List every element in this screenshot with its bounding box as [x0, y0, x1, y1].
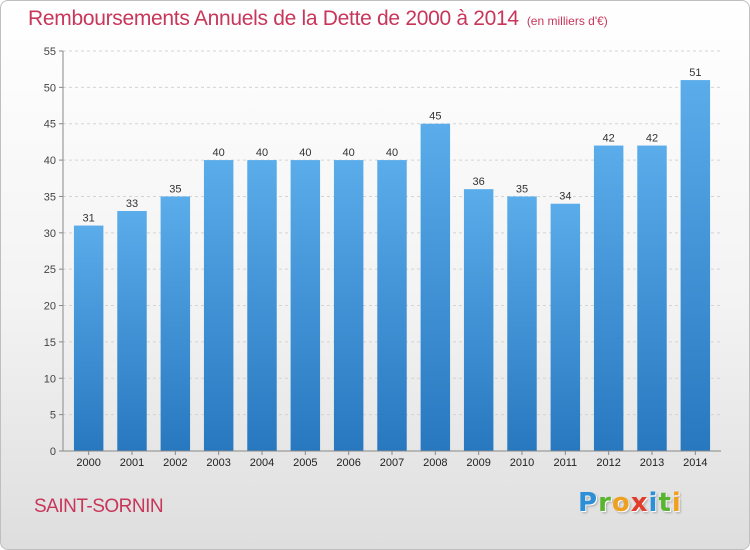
x-tick-label: 2010	[510, 457, 534, 469]
axes: 0 5 10 15 20 25 30 35 40 45 50 55 2000 2001 2002 2003 20…	[44, 46, 721, 469]
bar-value-label: 45	[429, 111, 441, 123]
x-tick-label: 2012	[596, 457, 620, 469]
x-tick-label: 2004	[250, 457, 274, 469]
bar	[377, 160, 407, 451]
chart-title-text: Remboursements Annuels de la Dette de 20…	[28, 7, 519, 30]
proxiti-logo: Proxiti	[578, 488, 682, 518]
y-tick-label: 50	[44, 82, 56, 94]
bar-value-label: 40	[213, 147, 225, 159]
bar	[680, 80, 711, 451]
y-tick-label: 5	[50, 410, 56, 422]
bar	[290, 160, 321, 451]
x-tick-label: 2002	[163, 457, 187, 469]
bar-value-label: 31	[83, 213, 95, 225]
y-tick-label: 45	[44, 119, 56, 131]
location-label: SAINT-SORNIN	[34, 496, 164, 517]
y-tick-label: 30	[44, 228, 56, 240]
bar-value-label: 40	[386, 147, 398, 159]
bar-value-label: 42	[603, 133, 615, 145]
bars: 31 33 35 40 40 40 40 40 45 36 35 34 42 42 51	[73, 67, 711, 452]
y-tick-label: 10	[44, 373, 56, 385]
y-tick-label: 35	[44, 191, 56, 203]
bar	[420, 123, 451, 452]
bar	[333, 160, 364, 451]
logo-letter: i	[648, 488, 659, 518]
bar	[203, 160, 234, 451]
bar	[593, 145, 624, 451]
y-tick-label: 15	[44, 337, 56, 349]
bar-value-label: 34	[559, 191, 571, 203]
bar-value-label: 36	[473, 176, 485, 188]
bar-value-label: 51	[689, 67, 701, 79]
y-tick-label: 0	[50, 446, 56, 458]
x-tick-label: 2011	[554, 457, 578, 469]
x-tick-label: 2006	[336, 457, 360, 469]
bar-value-label: 33	[126, 198, 138, 210]
bar	[507, 196, 537, 451]
x-tick-label: 2013	[640, 457, 664, 469]
y-tick-label: 40	[44, 155, 56, 167]
logo-letter: t	[658, 488, 672, 518]
bar	[637, 145, 667, 451]
x-tick-label: 2008	[423, 457, 447, 469]
y-tick-label: 55	[44, 46, 56, 58]
logo-letter: o	[611, 488, 631, 518]
bar-value-label: 40	[256, 147, 268, 159]
bar	[117, 211, 147, 451]
logo-letter: r	[598, 488, 612, 518]
x-tick-label: 2014	[683, 457, 707, 469]
x-tick-label: 2003	[206, 457, 230, 469]
bar-value-label: 35	[169, 183, 181, 195]
x-tick-label: 2005	[293, 457, 317, 469]
chart-title: Remboursements Annuels de la Dette de 20…	[28, 7, 608, 31]
bar	[463, 189, 494, 451]
x-tick-label: 2007	[380, 457, 404, 469]
bar-value-label: 40	[299, 147, 311, 159]
y-tick-label: 25	[44, 264, 56, 276]
bar-value-label: 40	[343, 147, 355, 159]
bar	[160, 196, 191, 451]
bar	[73, 225, 104, 451]
logo-letter: i	[671, 488, 682, 518]
chart-unit: (en milliers d'€)	[526, 14, 608, 28]
x-tick-label: 2009	[466, 457, 490, 469]
logo-letter: x	[630, 488, 649, 518]
bar	[550, 203, 581, 451]
bar-value-label: 35	[516, 183, 528, 195]
logo-letter: P	[578, 488, 599, 518]
bar	[247, 160, 277, 451]
bar-value-label: 42	[646, 133, 658, 145]
x-tick-label: 2000	[76, 457, 100, 469]
y-tick-label: 20	[44, 301, 56, 313]
x-tick-label: 2001	[120, 457, 144, 469]
